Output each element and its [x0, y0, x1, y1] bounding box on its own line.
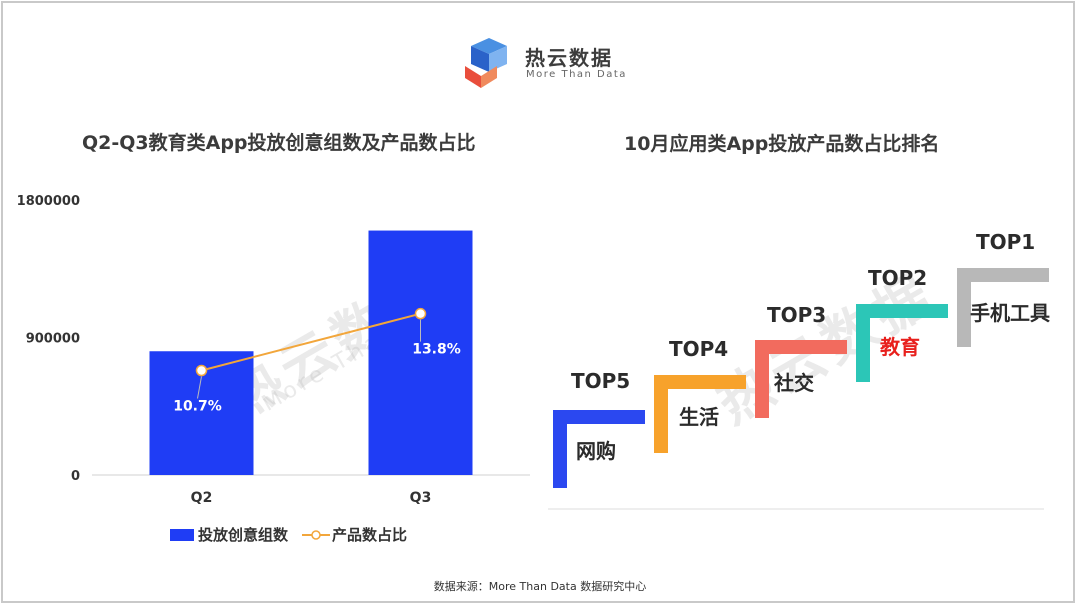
y-tick-label: 0	[71, 469, 80, 484]
line-point	[414, 307, 427, 320]
rank-app-top2: 教育	[880, 335, 920, 359]
rank-label-top2: TOP2	[868, 266, 928, 290]
legend-line-swatch	[302, 529, 330, 540]
y-tick-label: 900000	[26, 332, 80, 347]
legend-line-label: 产品数占比	[332, 526, 408, 544]
right-chart-title: 10月应用类App投放产品数占比排名	[624, 133, 940, 155]
leader-line	[197, 376, 202, 399]
left-chart-title: Q2-Q3教育类App投放创意组数及产品数占比	[82, 132, 476, 154]
legend-bar-swatch	[170, 528, 194, 541]
legend-bar: 投放创意组数	[170, 524, 288, 545]
logo-tagline: More Than Data	[526, 69, 627, 80]
rank-app-top4: 生活	[679, 405, 719, 429]
rank-bracket-top3	[755, 340, 847, 418]
rank-bracket-top2	[856, 304, 948, 382]
bar-q3	[368, 230, 473, 475]
rank-app-top5: 网购	[576, 439, 616, 463]
cube-logo-icon	[465, 38, 507, 88]
rank-label-top1: TOP1	[976, 230, 1036, 254]
rank-label-top4: TOP4	[669, 337, 729, 361]
legend-line: 产品数占比	[302, 524, 407, 545]
rank-bracket-top4	[654, 375, 746, 453]
line-point	[195, 364, 208, 377]
legend-bar-label: 投放创意组数	[198, 526, 289, 544]
data-source-note: 数据来源：More Than Data 数据研究中心	[433, 580, 647, 593]
line-data-label: 13.8%	[412, 342, 461, 358]
rank-bracket-top5	[553, 410, 645, 488]
line-series	[201, 312, 421, 372]
rank-app-top1: 手机工具	[970, 301, 1050, 325]
brand-logo: 热云数据 More Than Data	[463, 36, 633, 90]
line-data-label: 10.7%	[173, 399, 222, 415]
x-tick-label: Q3	[410, 490, 432, 506]
x-tick-label: Q2	[191, 490, 213, 506]
logo-name: 热云数据	[525, 46, 613, 70]
rank-app-top3: 社交	[774, 371, 814, 395]
rank-bracket-top1	[957, 268, 1049, 347]
rank-label-top3: TOP3	[767, 303, 827, 327]
y-tick-label: 1800000	[17, 194, 80, 209]
rank-label-top5: TOP5	[571, 369, 631, 393]
